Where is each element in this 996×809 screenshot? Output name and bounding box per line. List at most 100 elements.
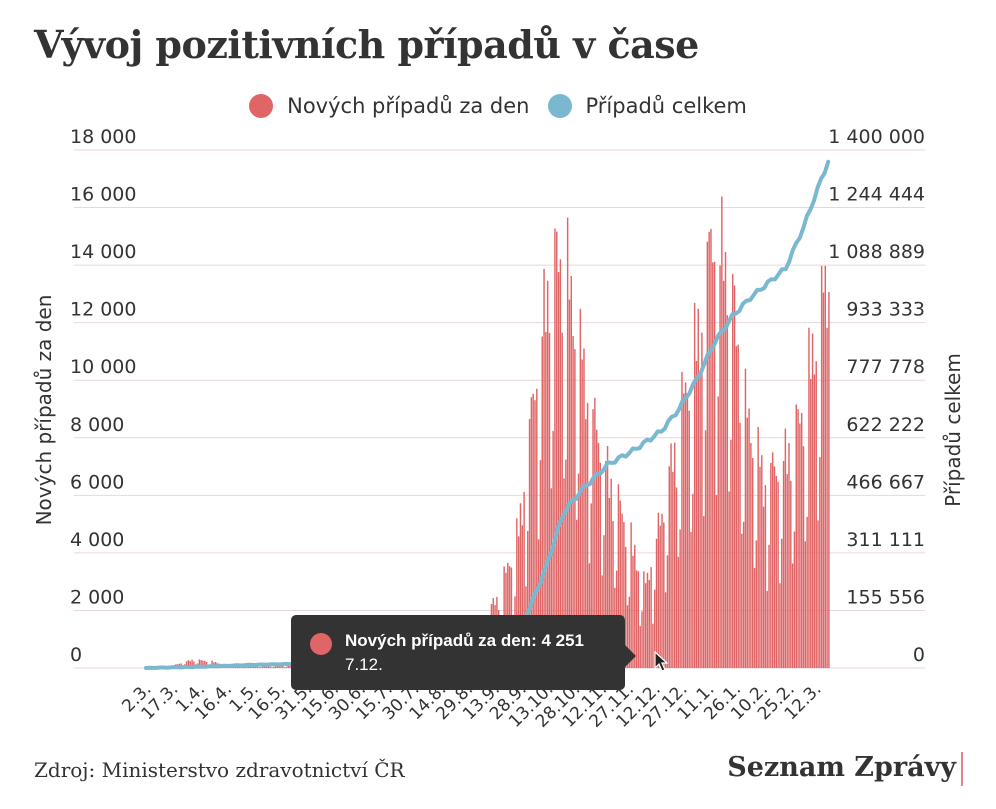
bar[interactable] [659, 525, 661, 668]
bar[interactable] [822, 292, 825, 668]
bar[interactable] [634, 544, 636, 668]
bar[interactable] [597, 442, 600, 668]
bar[interactable] [766, 591, 768, 668]
bar[interactable] [632, 555, 634, 668]
bar[interactable] [715, 495, 718, 668]
bar[interactable] [764, 485, 767, 668]
bar[interactable] [189, 661, 191, 668]
bar[interactable] [708, 231, 710, 668]
bar[interactable] [679, 529, 681, 668]
bar[interactable] [539, 460, 542, 668]
bar[interactable] [759, 466, 761, 668]
bar[interactable] [668, 466, 670, 668]
bar[interactable] [697, 308, 699, 668]
bar[interactable] [581, 359, 583, 668]
bar[interactable] [262, 666, 264, 668]
bar[interactable] [755, 540, 758, 668]
bar[interactable] [717, 396, 719, 668]
bar[interactable] [530, 397, 533, 668]
bar[interactable] [753, 567, 756, 668]
bar[interactable] [726, 315, 729, 668]
bar[interactable] [256, 666, 259, 668]
bar[interactable] [617, 484, 620, 668]
bar[interactable] [570, 275, 572, 668]
bar[interactable] [820, 265, 823, 668]
legend-item-total[interactable]: Případů celkem [547, 94, 747, 118]
bar[interactable] [784, 428, 787, 668]
bar[interactable] [537, 539, 540, 668]
bar[interactable] [534, 400, 536, 668]
bar[interactable] [681, 371, 683, 668]
bar[interactable] [541, 336, 543, 669]
bar[interactable] [826, 327, 828, 668]
bar[interactable] [545, 331, 547, 668]
bar[interactable] [251, 666, 253, 668]
bar[interactable] [621, 513, 623, 668]
bar[interactable] [732, 274, 734, 668]
bar[interactable] [648, 579, 651, 668]
bar[interactable] [800, 412, 803, 668]
bar[interactable] [566, 217, 569, 668]
bar[interactable] [673, 442, 676, 668]
bar[interactable] [287, 665, 289, 668]
bar[interactable] [528, 419, 531, 668]
bar[interactable] [269, 666, 271, 668]
bar[interactable] [285, 666, 288, 668]
bar[interactable] [267, 666, 270, 668]
bar[interactable] [623, 522, 625, 668]
bar[interactable] [724, 252, 727, 668]
bar[interactable] [722, 280, 725, 668]
bar[interactable] [733, 285, 736, 668]
bar[interactable] [271, 667, 273, 668]
bar[interactable] [249, 666, 251, 668]
bar[interactable] [594, 397, 596, 668]
bar[interactable] [706, 241, 709, 668]
bar[interactable] [748, 408, 750, 668]
bar-series[interactable] [147, 196, 830, 669]
bar[interactable] [568, 299, 571, 668]
bar[interactable] [278, 665, 280, 668]
legend-item-daily[interactable]: Nových případů za den [249, 94, 530, 118]
bar[interactable] [775, 475, 778, 668]
bar[interactable] [650, 567, 652, 668]
bar[interactable] [263, 666, 266, 668]
bar[interactable] [768, 544, 770, 668]
bar[interactable] [688, 410, 690, 668]
bar[interactable] [761, 455, 763, 668]
bar[interactable] [200, 660, 202, 668]
bar[interactable] [193, 661, 195, 668]
bar[interactable] [245, 667, 248, 668]
bar[interactable] [559, 259, 562, 668]
bar[interactable] [527, 531, 529, 668]
bar[interactable] [187, 660, 190, 668]
bar[interactable] [556, 231, 558, 668]
bar[interactable] [577, 473, 580, 668]
bar[interactable] [795, 404, 797, 668]
bar[interactable] [204, 660, 206, 668]
bar[interactable] [663, 522, 665, 668]
bar[interactable] [185, 661, 188, 668]
bar[interactable] [557, 272, 560, 668]
bar[interactable] [592, 409, 594, 668]
bar[interactable] [519, 503, 522, 668]
bar[interactable] [630, 522, 632, 668]
bar[interactable] [810, 378, 812, 668]
bar[interactable] [646, 572, 649, 668]
bar[interactable] [804, 541, 807, 668]
bar[interactable] [548, 332, 551, 668]
bar[interactable] [664, 592, 667, 668]
bar[interactable] [258, 667, 260, 668]
bar[interactable] [655, 538, 658, 668]
bar[interactable] [781, 538, 783, 668]
bar[interactable] [274, 665, 277, 668]
bar[interactable] [276, 666, 279, 668]
bar[interactable] [639, 626, 641, 668]
bar[interactable] [253, 666, 255, 668]
bar[interactable] [703, 516, 705, 668]
bar[interactable] [788, 443, 790, 668]
bar[interactable] [782, 461, 785, 668]
bar[interactable] [575, 519, 578, 668]
bar[interactable] [606, 445, 609, 668]
bar[interactable] [710, 229, 712, 668]
bar[interactable] [690, 531, 692, 668]
